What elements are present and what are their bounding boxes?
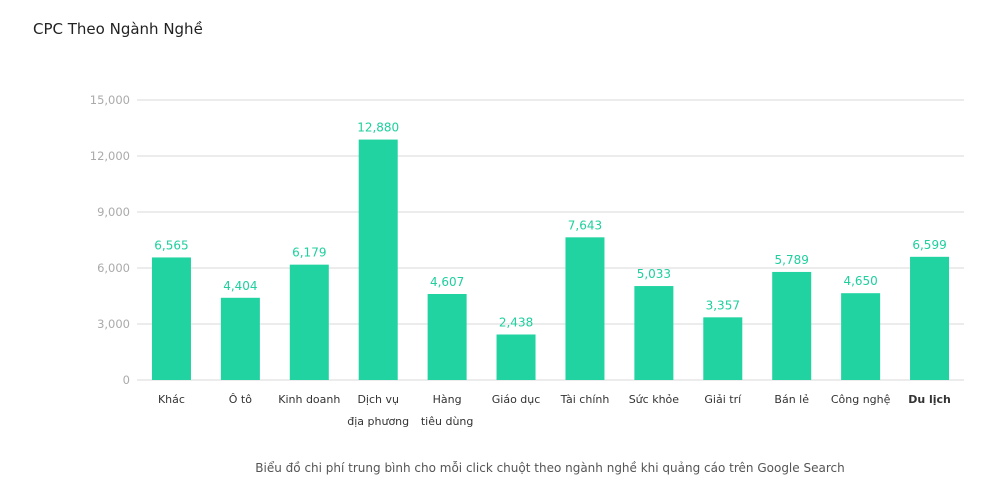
data-label: 5,789 xyxy=(775,253,809,267)
x-category-label: tiêu dùng xyxy=(421,415,474,428)
y-tick-label: 9,000 xyxy=(97,205,130,219)
data-label: 6,179 xyxy=(292,246,326,260)
chart-caption: Biểu đồ chi phí trung bình cho mỗi click… xyxy=(255,461,845,475)
bar xyxy=(427,294,467,380)
chart-title: CPC Theo Ngành Nghề xyxy=(33,20,203,38)
x-category-label: Sức khỏe xyxy=(629,393,680,406)
y-tick-label: 3,000 xyxy=(97,317,130,331)
data-label: 3,357 xyxy=(706,298,740,312)
x-category-label: Giải trí xyxy=(704,393,742,406)
data-label: 5,033 xyxy=(637,267,671,281)
y-axis-ticks: 0 3,000 6,000 9,000 12,000 15,000 xyxy=(90,93,130,387)
bar xyxy=(703,317,743,380)
data-label: 4,650 xyxy=(843,274,877,288)
bar xyxy=(289,264,329,380)
x-category-label: Khác xyxy=(158,393,185,406)
bar xyxy=(841,293,881,380)
data-label: 7,643 xyxy=(568,218,602,232)
x-category-label: Du lịch xyxy=(908,393,951,406)
data-labels: 6,565 4,404 6,179 12,880 4,607 2,438 7,643 5,03… xyxy=(154,121,946,330)
data-label: 4,404 xyxy=(223,279,257,293)
x-category-label: Bán lẻ xyxy=(774,393,809,406)
bar xyxy=(772,271,812,380)
bars xyxy=(151,139,950,380)
x-category-label: Công nghệ xyxy=(831,393,891,406)
x-category-label: Hàng xyxy=(433,393,462,406)
x-category-label: Dịch vụ xyxy=(357,393,399,406)
y-tick-label: 15,000 xyxy=(90,93,130,107)
bar xyxy=(496,334,536,380)
data-label: 2,438 xyxy=(499,315,533,329)
x-category-label: Kinh doanh xyxy=(278,393,340,406)
x-category-label: Tài chính xyxy=(560,393,610,406)
data-label: 12,880 xyxy=(357,121,399,135)
data-label: 6,599 xyxy=(912,238,946,252)
bar xyxy=(358,139,398,380)
x-category-label: Giáo dục xyxy=(492,393,541,406)
bar xyxy=(634,286,674,380)
x-category-label: Ô tô xyxy=(229,393,252,406)
data-label: 6,565 xyxy=(154,238,188,252)
bar xyxy=(565,237,605,380)
gridlines xyxy=(137,99,964,381)
data-label: 4,607 xyxy=(430,275,464,289)
bar xyxy=(220,297,260,380)
x-axis-categories: Khác Ô tô Kinh doanh Dịch vụ địa phương Hàng t… xyxy=(158,393,951,428)
bar xyxy=(151,257,191,380)
x-category-label: địa phương xyxy=(347,415,409,428)
y-tick-label: 12,000 xyxy=(90,149,130,163)
bar xyxy=(910,256,950,380)
y-tick-label: 6,000 xyxy=(97,261,130,275)
y-tick-label: 0 xyxy=(123,373,130,387)
